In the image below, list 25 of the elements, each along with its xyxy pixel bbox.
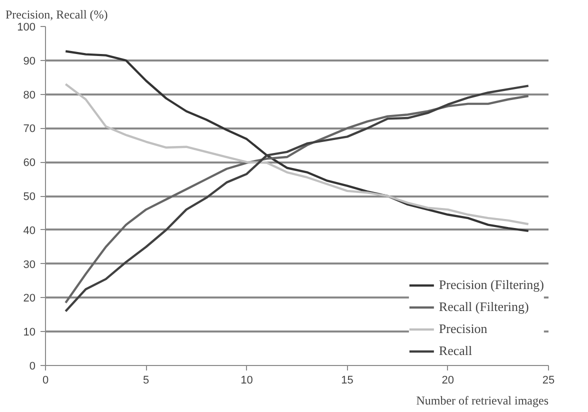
- y-tick-label: 60: [23, 157, 36, 170]
- y-axis-title: Precision, Recall (%): [6, 8, 108, 22]
- y-tick-label: 80: [23, 89, 36, 102]
- line-series: [64, 83, 530, 226]
- legend-label: Precision (Filtering): [438, 277, 544, 293]
- y-tick-label: 100: [17, 22, 36, 34]
- y-tick-label: 40: [23, 224, 36, 237]
- x-axis-title: Number of retrieval images: [416, 394, 549, 408]
- y-tick-label: 90: [23, 55, 36, 68]
- x-tick-label: 0: [42, 374, 49, 386]
- legend-label: Recall (Filtering): [438, 299, 529, 315]
- line-series: [64, 50, 530, 232]
- legend-label: Recall: [438, 343, 472, 359]
- y-tick-label: 50: [23, 191, 36, 203]
- y-tick-label: 10: [23, 326, 36, 339]
- legend-label: Precision: [438, 321, 488, 337]
- y-tick-label: 20: [23, 292, 36, 305]
- y-tick-label: 0: [29, 360, 36, 372]
- x-tick-label: 5: [143, 374, 150, 386]
- x-tick-label: 25: [542, 374, 555, 386]
- x-tick-label: 10: [240, 374, 253, 386]
- y-tick-label: 30: [23, 258, 36, 271]
- x-tick-label: 20: [442, 374, 454, 386]
- x-tick-label: 15: [341, 374, 354, 386]
- y-tick-label: 70: [23, 123, 36, 136]
